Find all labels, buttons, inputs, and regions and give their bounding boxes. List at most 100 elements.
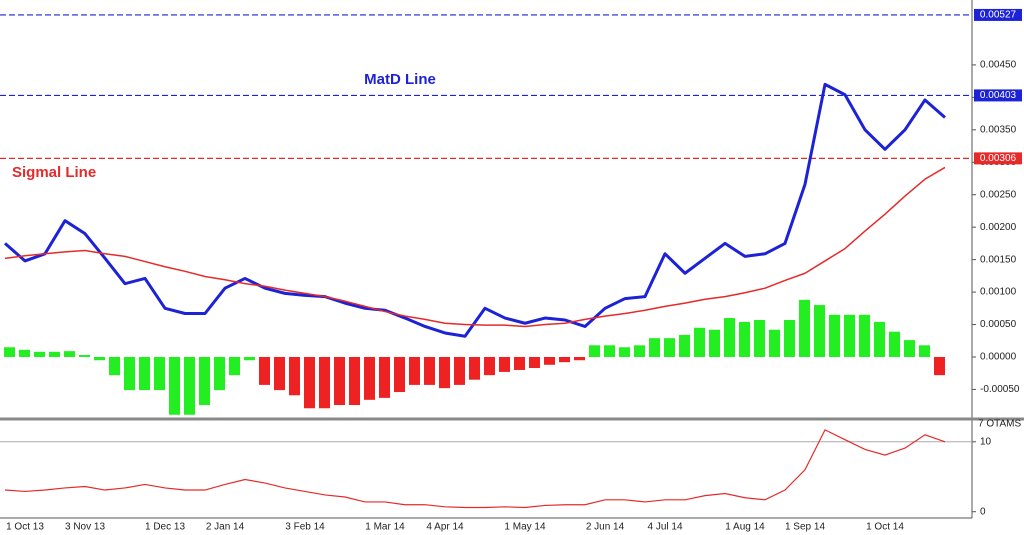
y-tick-label: 0.00350 xyxy=(980,124,1017,135)
histogram-bar xyxy=(289,356,300,396)
histogram-bar xyxy=(829,314,840,357)
histogram-bar xyxy=(199,356,210,406)
histogram-bar xyxy=(769,329,780,357)
histogram-bar xyxy=(364,356,375,400)
histogram-bar xyxy=(4,347,15,357)
histogram-bar xyxy=(664,338,675,357)
histogram-bar xyxy=(139,356,150,391)
histogram-bar xyxy=(499,356,510,372)
y-tick-label: 10 xyxy=(980,436,992,447)
histogram-bar xyxy=(94,356,105,361)
series-line xyxy=(4,429,946,509)
histogram-bar xyxy=(634,345,645,357)
histogram-bar xyxy=(454,356,465,385)
y-tick-label: 0.00050 xyxy=(980,319,1017,330)
histogram-bar xyxy=(484,356,495,376)
histogram-bar xyxy=(49,351,60,357)
histogram-bar xyxy=(439,356,450,389)
y-tick-label: -0.00050 xyxy=(980,384,1020,395)
histogram-bar xyxy=(859,314,870,357)
histogram-bar xyxy=(919,345,930,357)
series-line xyxy=(4,166,946,328)
histogram-bar xyxy=(169,356,180,415)
series-name: Sigmal Line xyxy=(12,164,96,181)
histogram-bar xyxy=(889,331,900,357)
x-tick-label: 1 May 14 xyxy=(504,522,546,533)
level-label: 0.00306 xyxy=(980,153,1017,164)
histogram-bar xyxy=(904,340,915,357)
histogram-bar xyxy=(409,356,420,385)
histogram-bar xyxy=(349,356,360,406)
y-tick-label: 0.00200 xyxy=(980,222,1017,233)
histogram-bar xyxy=(64,351,75,357)
level-label-box xyxy=(974,89,1022,102)
histogram-bar xyxy=(184,356,195,415)
y-tick-label: 0.00450 xyxy=(980,60,1017,71)
histogram-bar xyxy=(544,356,555,365)
x-tick-label: 1 Sep 14 xyxy=(785,522,825,533)
x-tick-label: 4 Jul 14 xyxy=(647,522,682,533)
series-line xyxy=(4,82,946,338)
histogram-bar xyxy=(229,356,240,376)
histogram-bar xyxy=(109,356,120,376)
histogram-bar xyxy=(619,347,630,357)
histogram-bar xyxy=(739,321,750,357)
histogram-bar xyxy=(259,356,270,385)
histogram-bar xyxy=(574,356,585,361)
histogram-bar xyxy=(934,356,945,376)
x-tick-label: 2 Jan 14 xyxy=(206,522,245,533)
histogram-bar xyxy=(394,356,405,393)
histogram-bar xyxy=(679,334,690,357)
histogram-bar xyxy=(799,299,810,357)
histogram-bar xyxy=(754,319,765,357)
histogram-bar xyxy=(514,356,525,370)
histogram-bar xyxy=(709,329,720,357)
histogram-bar xyxy=(214,356,225,391)
histogram-bar xyxy=(244,356,255,361)
x-tick-label: 1 Aug 14 xyxy=(725,522,765,533)
x-tick-label: 1 Oct 13 xyxy=(6,522,44,533)
histogram-bar xyxy=(814,305,825,357)
histogram-bar xyxy=(844,314,855,357)
histogram-bar xyxy=(274,356,285,391)
level-label-box xyxy=(974,152,1022,165)
histogram-bar xyxy=(34,351,45,357)
histogram-bar xyxy=(379,356,390,398)
y-tick-label: 0 xyxy=(980,506,986,517)
y-tick-label: 0.00100 xyxy=(980,287,1017,298)
histogram-bar xyxy=(694,327,705,357)
histogram-bar xyxy=(124,356,135,391)
x-tick-label: 4 Apr 14 xyxy=(426,522,464,533)
histogram-bar xyxy=(304,356,315,409)
histogram-bar xyxy=(79,355,90,357)
y-tick-label: 0.00250 xyxy=(980,189,1017,200)
histogram-bar xyxy=(589,345,600,357)
histogram-bar xyxy=(559,356,570,363)
level-label-box xyxy=(974,8,1022,21)
x-tick-label: 1 Dec 13 xyxy=(145,522,185,533)
series-name: MatD Line xyxy=(364,71,436,88)
x-tick-label: 1 Mar 14 xyxy=(365,522,405,533)
histogram-bar xyxy=(649,338,660,357)
x-tick-label: 1 Oct 14 xyxy=(866,522,904,533)
histogram-bar xyxy=(334,356,345,406)
panel-title: 7 OTAMS xyxy=(978,419,1021,430)
level-label: 0.00403 xyxy=(980,90,1017,101)
x-tick-label: 3 Feb 14 xyxy=(285,522,325,533)
x-tick-label: 3 Nov 13 xyxy=(65,522,105,533)
x-tick-label: 2 Jun 14 xyxy=(586,522,625,533)
histogram-bar xyxy=(19,349,30,357)
histogram-bar xyxy=(604,345,615,357)
histogram-bar xyxy=(784,319,795,357)
level-label: 0.00527 xyxy=(980,10,1017,21)
histogram-bar xyxy=(724,318,735,357)
histogram-bar xyxy=(154,356,165,391)
y-tick-label: 0.00150 xyxy=(980,254,1017,265)
histogram-bar xyxy=(469,356,480,380)
histogram-bar xyxy=(424,356,435,385)
y-tick-label: 0.00000 xyxy=(980,352,1017,363)
histogram-bar xyxy=(319,356,330,409)
